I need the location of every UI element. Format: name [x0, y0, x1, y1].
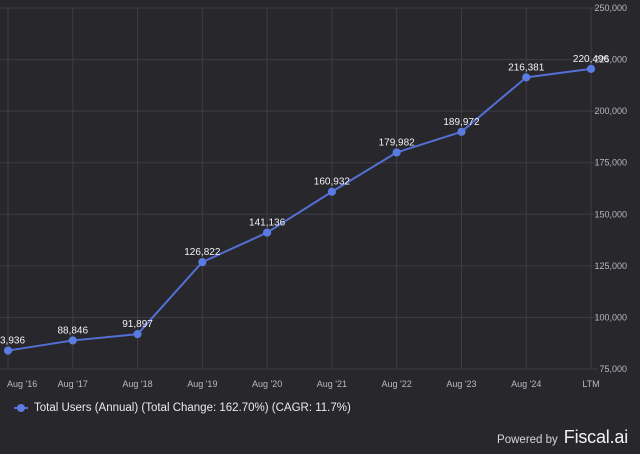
data-labels: 3,936 88,846 91,897 126,822 141,136 160,932 17…	[0, 54, 610, 347]
data-point	[68, 336, 77, 345]
y-tick-label: 200,000	[594, 106, 627, 116]
legend-label: Total Users (Annual) (Total Change: 162.…	[34, 402, 351, 414]
legend-series-marker-icon	[14, 403, 28, 413]
data-label: 3,936	[0, 336, 25, 347]
data-point	[522, 73, 531, 82]
data-label: 141,136	[249, 218, 286, 229]
brand-logo: Fiscal.ai	[563, 427, 628, 447]
data-point	[392, 148, 401, 157]
x-tick-label: Aug '17	[58, 379, 88, 389]
y-tick-label: 150,000	[594, 209, 627, 219]
x-tick-label: Aug '23	[446, 379, 476, 389]
x-tick-label: Aug '24	[511, 379, 541, 389]
x-tick-label: LTM	[582, 379, 599, 389]
data-label: 189,972	[443, 117, 480, 128]
y-tick-label: 75,000	[599, 364, 627, 374]
y-tick-label: 125,000	[594, 261, 627, 271]
data-point	[327, 187, 336, 196]
x-tick-label: Aug '19	[187, 379, 217, 389]
series-total-users	[3, 64, 596, 355]
x-axis-tick-labels: Aug '16 Aug '17 Aug '18 Aug '19 Aug '20 Aug '…	[7, 379, 600, 389]
branding: Powered by Fiscal.ai	[497, 427, 628, 448]
data-point	[133, 330, 142, 339]
data-point	[263, 228, 272, 237]
y-tick-label: 250,000	[594, 3, 627, 13]
data-label: 220,496	[573, 54, 610, 65]
y-tick-label: 225,000	[594, 55, 627, 65]
data-point	[457, 127, 466, 136]
x-tick-label: Aug '21	[317, 379, 347, 389]
data-label: 216,381	[508, 62, 545, 73]
y-axis-tick-labels: 75,000 100,000 125,000 150,000 175,000 200,00…	[594, 3, 627, 374]
data-label: 88,846	[57, 325, 88, 336]
data-point	[586, 64, 596, 73]
series-line	[7, 67, 592, 352]
data-label: 126,822	[184, 247, 221, 258]
x-tick-label: Aug '22	[382, 379, 412, 389]
powered-by-text: Powered by	[497, 434, 558, 446]
data-label: 179,982	[379, 137, 416, 148]
chart-legend[interactable]: Total Users (Annual) (Total Change: 162.…	[14, 402, 351, 414]
y-tick-label: 100,000	[594, 312, 627, 322]
x-tick-label: Aug '18	[122, 379, 152, 389]
y-tick-label: 175,000	[594, 158, 627, 168]
data-label: 91,897	[122, 319, 153, 330]
x-tick-label: Aug '20	[252, 379, 282, 389]
x-tick-label: Aug '16	[7, 379, 37, 389]
data-label: 160,932	[314, 177, 351, 188]
data-point	[3, 346, 13, 355]
data-point	[198, 257, 207, 267]
